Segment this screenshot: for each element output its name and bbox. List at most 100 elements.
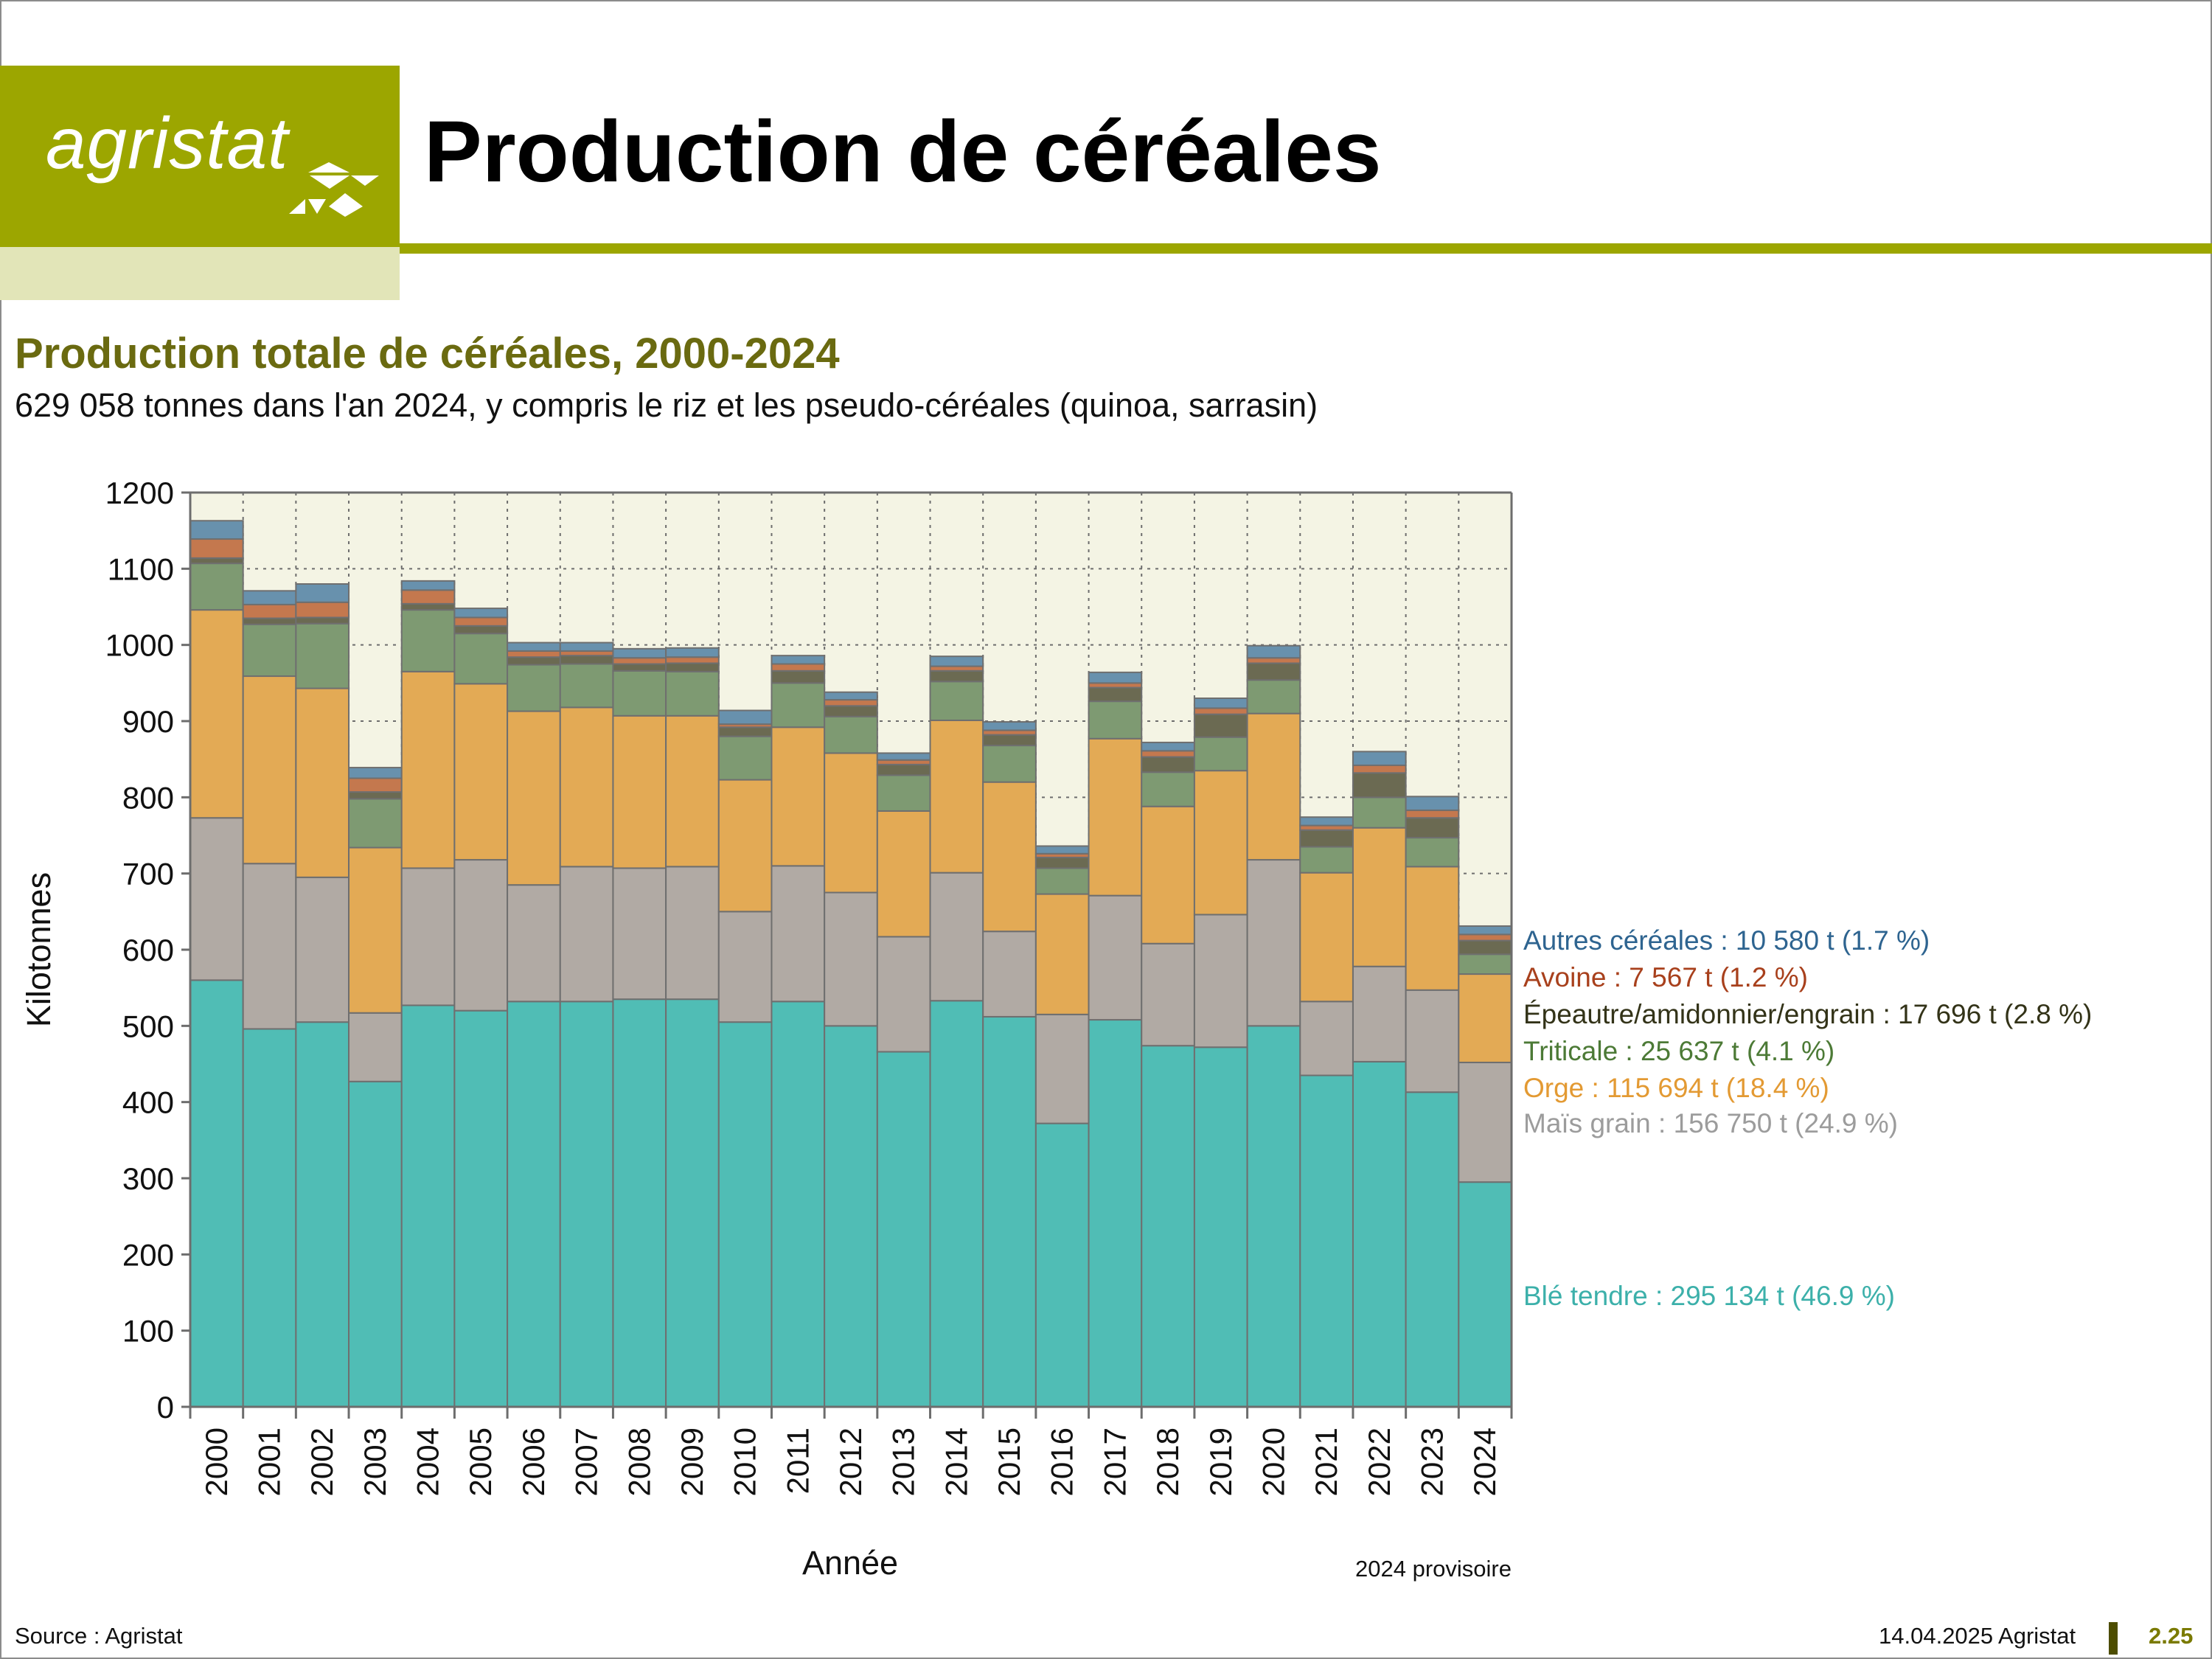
bar-orge-2020: [1246, 712, 1301, 861]
bar-orge-2011: [771, 726, 826, 867]
footer-divider: [2109, 1622, 2118, 1655]
bar-mais-2001: [242, 863, 297, 1030]
bar-epeautre-2015: [982, 734, 1037, 747]
x-tick-label-2008: 2008: [622, 1427, 656, 1496]
bar-orge-2019: [1193, 770, 1248, 916]
bar-epeautre-2005: [453, 625, 509, 635]
series-label-mais: Maïs grain : 156 750 t (24.9 %): [1523, 1108, 1898, 1138]
header-rule: [400, 243, 2212, 254]
x-tick-label-2016: 2016: [1045, 1427, 1079, 1496]
bar-mais-2011: [771, 865, 826, 1003]
bar-mais-2005: [453, 859, 509, 1012]
bar-avoine-2002: [295, 601, 350, 619]
bar-triticale-2005: [453, 633, 509, 685]
bar-triticale-2016: [1034, 867, 1090, 895]
x-tick-label-2014: 2014: [939, 1427, 973, 1496]
bar-avoine-2012: [824, 699, 878, 707]
bar-epeautre-2017: [1088, 686, 1143, 703]
y-tick-label: 900: [122, 704, 174, 739]
bar-autres-2001: [242, 590, 297, 605]
series-label-ble: Blé tendre : 295 134 t (46.9 %): [1523, 1281, 1895, 1311]
bar-triticale-2002: [295, 622, 350, 689]
footer-source: Source : Agristat: [15, 1623, 183, 1649]
bar-epeautre-2001: [242, 617, 297, 625]
bar-mais-2007: [559, 866, 614, 1003]
logo-arrows-icon: [289, 162, 379, 217]
bar-ble-2007: [559, 1001, 614, 1408]
bar-triticale-2003: [348, 798, 403, 849]
x-tick-label-2023: 2023: [1414, 1427, 1449, 1496]
bar-orge-2010: [717, 779, 773, 913]
bar-ble-2014: [929, 1000, 984, 1408]
x-tick-label-2004: 2004: [411, 1427, 445, 1496]
bar-autres-2012: [824, 691, 878, 701]
bar-avoine-2005: [453, 616, 509, 627]
bar-mais-2002: [295, 876, 350, 1023]
bar-triticale-2000: [189, 563, 244, 611]
bar-ble-2000: [189, 979, 244, 1408]
bar-triticale-2006: [507, 664, 561, 712]
bar-epeautre-2000: [189, 557, 244, 565]
y-tick-label: 600: [122, 933, 174, 967]
logo-block: [0, 66, 400, 247]
bar-ble-2022: [1352, 1060, 1407, 1408]
bar-autres-2017: [1088, 671, 1143, 684]
bar-orge-2002: [295, 687, 350, 878]
bar-avoine-2009: [665, 656, 720, 664]
bar-orge-2012: [824, 752, 878, 894]
bar-orge-2004: [400, 670, 456, 869]
bar-ble-2023: [1405, 1091, 1460, 1408]
bar-autres-2021: [1299, 816, 1354, 827]
chart-title: Production totale de céréales, 2000-2024: [15, 330, 840, 378]
bar-epeautre-2009: [665, 662, 720, 672]
x-tick-label-2011: 2011: [780, 1427, 815, 1494]
x-tick-label-2015: 2015: [992, 1427, 1026, 1496]
bar-epeautre-2023: [1405, 817, 1460, 839]
x-tick-label-2019: 2019: [1203, 1427, 1238, 1496]
page-number: 2.25: [2149, 1623, 2194, 1649]
bar-ble-2010: [717, 1021, 773, 1408]
y-tick-label: 1000: [105, 628, 174, 663]
bar-ble-2015: [982, 1015, 1037, 1408]
series-label-triticale: Triticale : 25 637 t (4.1 %): [1523, 1036, 1834, 1066]
bar-autres-2000: [189, 520, 244, 540]
x-tick-label-2006: 2006: [516, 1427, 551, 1496]
bar-mais-2012: [824, 891, 878, 1027]
x-tick-label-2000: 2000: [199, 1427, 234, 1496]
bar-autres-2009: [665, 647, 720, 658]
bar-mais-2019: [1193, 914, 1248, 1048]
bar-orge-2007: [559, 706, 614, 868]
bar-autres-2022: [1352, 751, 1407, 766]
bar-autres-2024: [1458, 925, 1512, 936]
x-tick-label-2012: 2012: [833, 1427, 868, 1496]
x-tick-label-2001: 2001: [252, 1427, 287, 1496]
bar-orge-2008: [612, 714, 667, 869]
y-tick-label: 100: [122, 1314, 174, 1349]
bar-avoine-2008: [612, 657, 667, 665]
bar-avoine-2006: [507, 650, 561, 658]
bar-triticale-2009: [665, 670, 720, 717]
bar-epeautre-2020: [1246, 662, 1301, 681]
bar-autres-2010: [717, 709, 773, 726]
bar-ble-2019: [1193, 1046, 1248, 1408]
bar-triticale-2011: [771, 682, 826, 728]
bar-epeautre-2021: [1299, 829, 1354, 848]
footer-date: 14.04.2025 Agristat: [1879, 1623, 2076, 1649]
bar-epeautre-2010: [717, 726, 773, 737]
bar-triticale-2019: [1193, 736, 1248, 772]
bar-epeautre-2011: [771, 669, 826, 684]
bar-triticale-2020: [1246, 679, 1301, 714]
bar-orge-2015: [982, 781, 1037, 933]
x-tick-label-2020: 2020: [1256, 1427, 1290, 1496]
bar-orge-2009: [665, 714, 720, 868]
bar-ble-2001: [242, 1028, 297, 1408]
bar-epeautre-2012: [824, 705, 878, 717]
bar-mais-2024: [1458, 1061, 1512, 1183]
bar-ble-2016: [1034, 1122, 1090, 1408]
bar-triticale-2015: [982, 745, 1037, 783]
bar-epeautre-2003: [348, 791, 403, 800]
bar-autres-2023: [1405, 796, 1460, 811]
y-tick-label: 500: [122, 1009, 174, 1043]
bar-orge-2017: [1088, 737, 1143, 897]
